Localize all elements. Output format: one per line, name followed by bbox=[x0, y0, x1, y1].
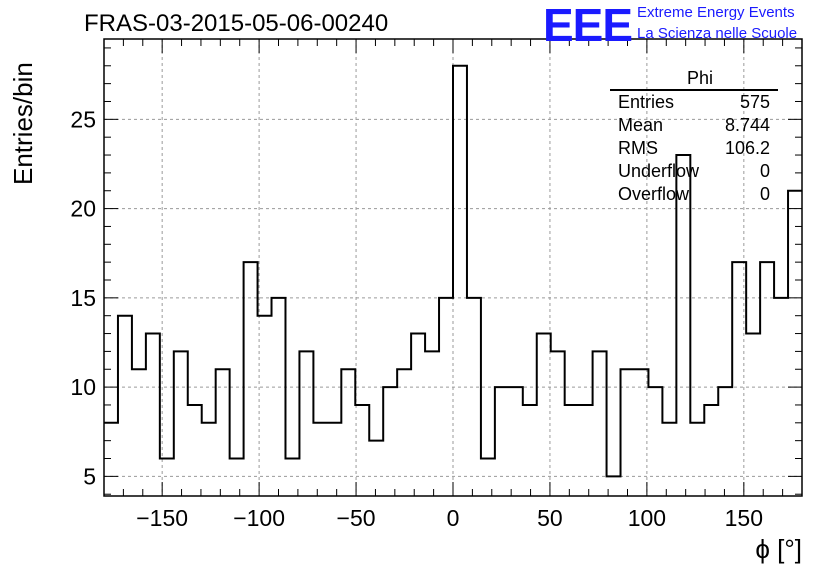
stats-label: Mean bbox=[618, 115, 664, 135]
histogram-bin bbox=[676, 155, 690, 496]
stats-row-mean: Mean 8.744 bbox=[610, 114, 778, 137]
histogram-bin bbox=[369, 441, 383, 496]
eee-logo: EEE bbox=[543, 0, 633, 51]
histogram-bin bbox=[579, 405, 593, 496]
y-tick-label: 25 bbox=[70, 106, 96, 132]
histogram-bin bbox=[704, 405, 718, 496]
histogram-bin bbox=[258, 316, 272, 496]
stats-value: 0 bbox=[759, 161, 770, 181]
histogram-bin bbox=[104, 423, 118, 496]
histogram-bin bbox=[146, 334, 160, 496]
stats-value: 575 bbox=[739, 92, 770, 112]
histogram-bin bbox=[230, 459, 244, 496]
histogram-bin bbox=[760, 262, 774, 496]
histogram-bin bbox=[327, 423, 341, 496]
stats-value: 8.744 bbox=[724, 115, 770, 135]
histogram-bin bbox=[285, 459, 299, 496]
stats-label: Underflow bbox=[618, 161, 700, 181]
histogram-bin bbox=[411, 334, 425, 496]
histogram-bin bbox=[662, 423, 676, 496]
x-tick-label: −150 bbox=[136, 505, 188, 531]
histogram-bin bbox=[188, 405, 202, 496]
histogram-bin bbox=[523, 405, 537, 496]
stats-box: Phi Entries 575 Mean 8.744 RMS 106.2 Und… bbox=[610, 68, 778, 206]
histogram-bin bbox=[774, 298, 788, 496]
histogram-bin bbox=[467, 298, 481, 496]
x-tick-label: 50 bbox=[537, 505, 563, 531]
x-tick-label: −100 bbox=[233, 505, 285, 531]
histogram-bin bbox=[732, 262, 746, 496]
histogram-bin bbox=[648, 387, 662, 496]
histogram-bin bbox=[118, 316, 132, 496]
stats-row-rms: RMS 106.2 bbox=[610, 137, 778, 160]
histogram-bin bbox=[341, 369, 355, 496]
histogram-bin bbox=[425, 351, 439, 496]
histogram-bin bbox=[383, 387, 397, 496]
histogram-bin bbox=[788, 191, 802, 496]
histogram-bin bbox=[397, 369, 411, 496]
histogram-bin bbox=[313, 423, 327, 496]
stats-label: RMS bbox=[618, 138, 658, 158]
histogram-bin bbox=[453, 66, 467, 496]
x-tick-label: 100 bbox=[628, 505, 666, 531]
histogram-bin bbox=[174, 351, 188, 496]
histogram-bin bbox=[202, 423, 216, 496]
histogram-bin bbox=[160, 459, 174, 496]
histogram-bin bbox=[216, 369, 230, 496]
histogram-bin bbox=[621, 369, 635, 496]
histogram-bin bbox=[551, 351, 565, 496]
stats-title: Phi bbox=[610, 68, 778, 91]
stats-row-overflow: Overflow 0 bbox=[610, 183, 778, 206]
stats-value: 106.2 bbox=[724, 138, 770, 158]
histogram-bin bbox=[718, 387, 732, 496]
histogram-bin bbox=[607, 476, 621, 496]
stats-label: Entries bbox=[618, 92, 675, 112]
x-tick-label: 150 bbox=[725, 505, 763, 531]
x-tick-label: 0 bbox=[447, 505, 460, 531]
y-tick-label: 5 bbox=[83, 463, 96, 489]
stats-row-underflow: Underflow 0 bbox=[610, 160, 778, 183]
plot-title: FRAS-03-2015-05-06-00240 bbox=[84, 10, 389, 37]
stats-row-entries: Entries 575 bbox=[610, 91, 778, 114]
histogram-bin bbox=[746, 334, 760, 496]
histogram-bin bbox=[132, 369, 146, 496]
plot-frame bbox=[103, 38, 803, 497]
histogram-bin bbox=[537, 334, 551, 496]
stats-value: 0 bbox=[759, 184, 770, 204]
histogram-outline bbox=[104, 64, 802, 478]
org-name-line-2: La Scienza nelle Scuole bbox=[637, 25, 798, 42]
histogram-bin bbox=[244, 262, 258, 496]
histogram-bin bbox=[481, 459, 495, 496]
y-tick-label: 15 bbox=[70, 285, 96, 311]
histogram-bin bbox=[272, 298, 286, 496]
histogram-bin bbox=[299, 351, 313, 496]
histogram-bin bbox=[509, 387, 523, 496]
histogram-bin bbox=[593, 351, 607, 496]
histogram-bin bbox=[495, 387, 509, 496]
histogram-bin bbox=[690, 423, 704, 496]
y-tick-label: 20 bbox=[70, 196, 96, 222]
histogram-bin bbox=[565, 405, 579, 496]
y-axis-label: Entries/bin bbox=[8, 62, 38, 185]
y-tick-label: 10 bbox=[70, 374, 96, 400]
x-axis-label: ϕ [°] bbox=[755, 534, 802, 564]
x-tick-label: −50 bbox=[337, 505, 376, 531]
stats-label: Overflow bbox=[618, 184, 690, 204]
histogram-bin bbox=[355, 405, 369, 496]
histogram-bin bbox=[439, 298, 453, 496]
histogram-bin bbox=[634, 369, 648, 496]
org-name-line-1: Extreme Energy Events bbox=[637, 4, 795, 21]
